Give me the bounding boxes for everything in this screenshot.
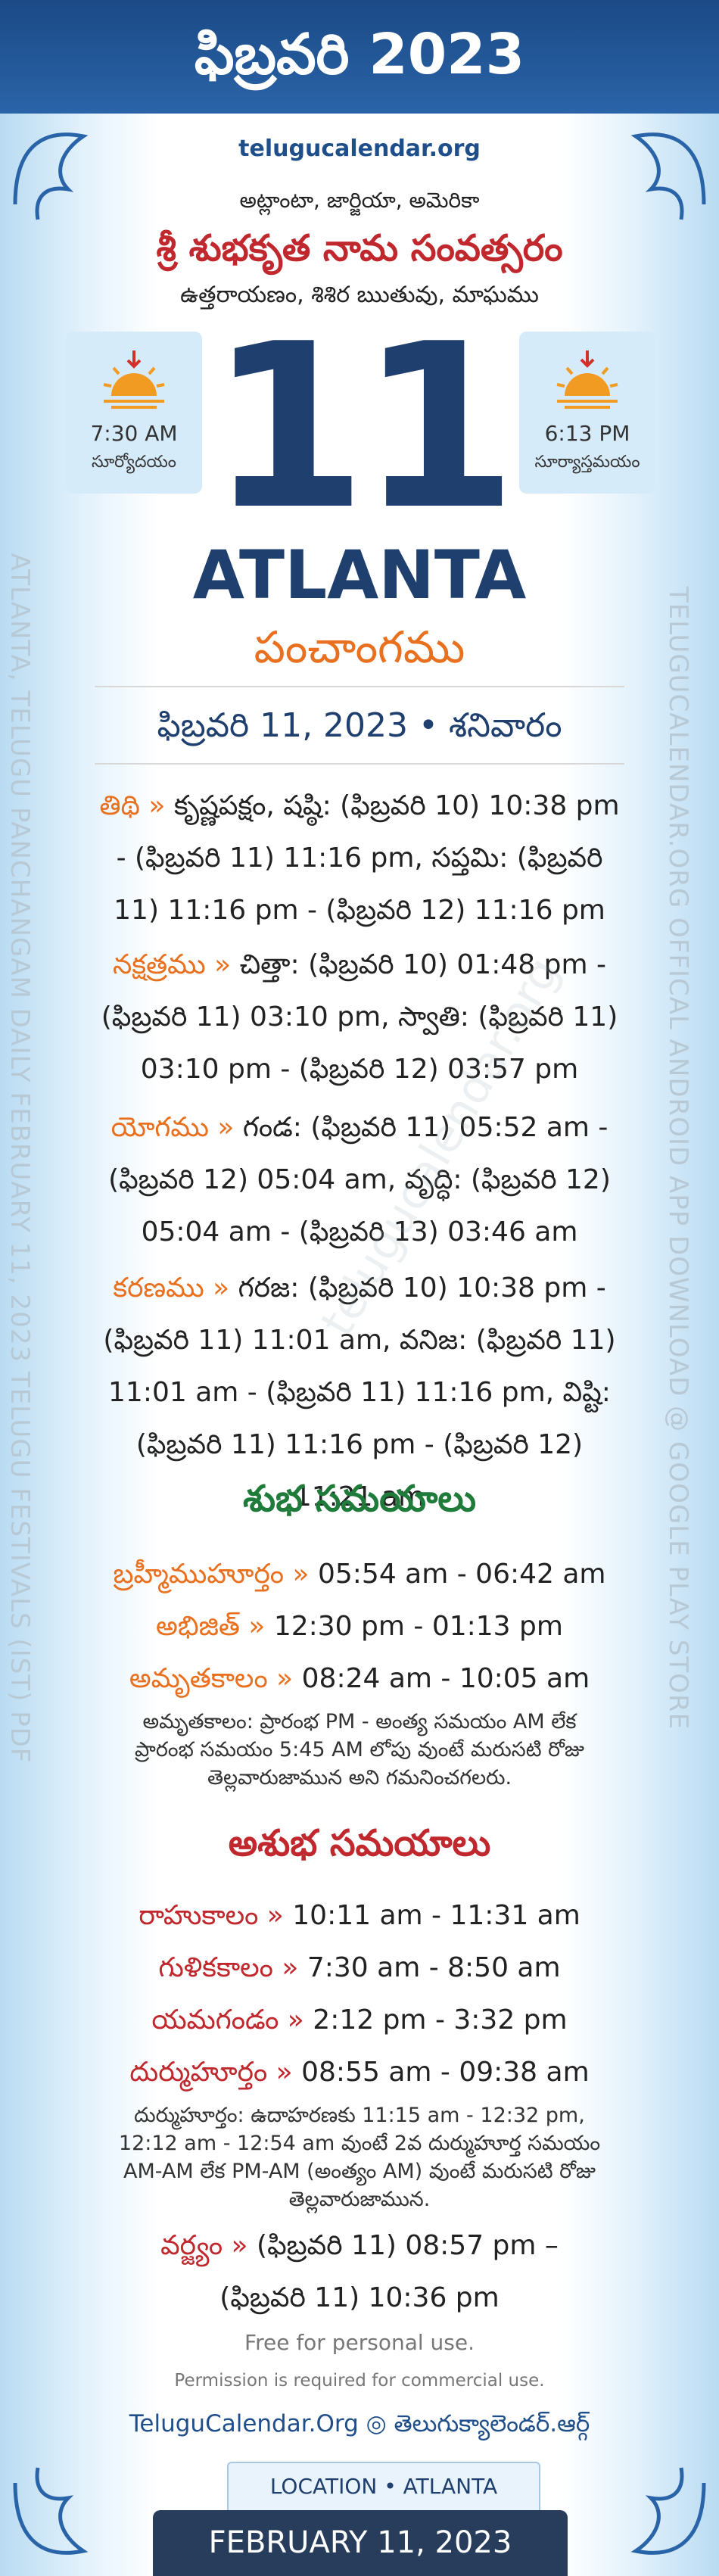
sunrise-label: సూర్యోదయం [92,453,176,472]
entry-text: 2:12 pm - 3:32 pm [313,2004,568,2036]
sunrise-icon [103,350,165,409]
entry-label: యమగండం » [151,2004,304,2036]
date-bar: FEBRUARY 11, 2023 [153,2510,568,2576]
sunrise-time: 7:30 AM [90,421,178,446]
entry-text: 10:11 am - 11:31 am [292,1900,580,1931]
entry-label: తిథి » [99,790,166,821]
ashubha-title: అశుభ సమయాలు [228,1822,491,1864]
entry-label: అమృతకాలం » [129,1663,294,1694]
entry-text: 7:30 am - 8:50 am [307,1952,561,1983]
permission-note: Permission is required for commercial us… [174,2371,545,2391]
ornaments [13,132,706,2555]
entry-label: వర్జ్యం » [160,2230,248,2261]
entry-label: దుర్ముహూర్తం » [129,2057,293,2088]
sunrise-box: 7:30 AM సూర్యోదయం [66,332,202,494]
day-number: 11 [209,295,517,559]
ashubha-item: యమగండం » 2:12 pm - 3:32 pm [95,1994,624,2046]
tithi: తిథి » కృష్ణపక్షం, షష్ఠి: (ఫిబ్రవరి 10) … [95,780,624,939]
ashubha-item: గుళికకాలం » 7:30 am - 8:50 am [95,1942,624,1994]
location-tab: LOCATION • ATLANTA [227,2462,540,2512]
month-title: ఫిబ్రవరి 2023 [194,22,525,87]
entry-label: కరణము » [113,1272,230,1304]
entry-text: 08:55 am - 09:38 am [301,2057,590,2088]
entry-text: 05:54 am - 06:42 am [317,1559,606,1590]
sunset-time: 6:13 PM [544,421,630,446]
nakshatram: నక్షత్రము » చిత్తా: (ఫిబ్రవరి 10) 01:48 … [95,939,624,1101]
entry-label: నక్షత్రము » [113,949,232,980]
side-text-left: ATLANTA, TELUGU PANCHANGAM DAILY FEBRUAR… [5,553,35,1764]
entry-text: కృష్ణపక్షం, షష్ఠి: (ఫిబ్రవరి 10) 10:38 p… [114,790,620,926]
entry-label: యోగము » [110,1112,235,1143]
season: ఉత్తరాయణం, శిశిర ఋతువు, మాఘము [180,282,539,308]
sunset-icon [556,350,618,409]
panchang-list: తిథి » కృష్ణపక్షం, షష్ఠి: (ఫిబ్రవరి 10) … [95,780,624,1523]
website-links: TeluguCalendar.Org ◎ తెలుగుక్యాలెండర్.ఆర… [129,2410,590,2437]
entry-text: (ఫిబ్రవరి 11) 08:57 pm – (ఫిబ్రవరి 11) 1… [219,2230,559,2313]
city: ATLANTA [192,536,527,614]
shubha-note: అమృతకాలం: ప్రారంభ PM - అంత్య సమయం AM లేక… [135,1710,584,1789]
entry-text: గండ: (ఫిబ్రవరి 11) 05:52 am - (ఫిబ్రవరి … [108,1112,611,1248]
website-pill[interactable]: telugucalendar.org [231,130,488,168]
divider [95,763,624,765]
shubha-list: బ్రహ్మీముహూర్తం » 05:54 am - 06:42 am అభ… [95,1548,624,1792]
entry-text: 12:30 pm - 01:13 pm [273,1611,563,1642]
sunset-label: సూర్యాస్తమయం [534,453,640,472]
ashubha-list: రాహుకాలం » 10:11 am - 11:31 am గుళికకాలం… [95,1889,624,2324]
side-text-right: TELUGUCALENDAR.ORG OFFICAL ANDROID APP D… [663,586,693,1730]
entry-text: 08:24 am - 10:05 am [301,1663,590,1694]
website-en[interactable]: TeluguCalendar.Org [129,2410,359,2437]
shubha-item: అభిజిత్ » 12:30 pm - 01:13 pm [95,1600,624,1652]
shubha-item: బ్రహ్మీముహూర్తం » 05:54 am - 06:42 am [95,1548,624,1600]
entry-text: చిత్తా: (ఫిబ్రవరి 10) 01:48 pm - (ఫిబ్రవ… [101,949,618,1085]
corner-swirls [13,132,706,2555]
free-note: Free for personal use. [244,2330,475,2355]
ashubha-note: దుర్ముహూర్తం: ఉదాహరణకు 11:15 am - 12:32 … [118,2104,601,2211]
karanam: కరణము » గరజ: (ఫిబ్రవరి 10) 10:38 pm - (ఫ… [95,1262,624,1523]
year-name: శ్రీ శుభకృత నామ సంవత్సరం [156,227,563,269]
ashubha-item: రాహుకాలం » 10:11 am - 11:31 am [95,1889,624,1942]
location: అట్లాంటా, జార్జియా, అమెరికా [239,188,480,213]
divider [95,686,624,687]
entry-label: గుళికకాలం » [158,1952,299,1983]
entry-label: బ్రహ్మీముహూర్తం » [113,1559,310,1590]
sunset-box: 6:13 PM సూర్యాస్తమయం [519,332,655,494]
yogam: యోగము » గండ: (ఫిబ్రవరి 11) 05:52 am - (ఫ… [95,1101,624,1262]
panchangam-title: పంచాంగము [254,621,465,673]
shubha-item: అమృతకాలం » 08:24 am - 10:05 am [95,1652,624,1705]
entry-text: గరజ: (ఫిబ్రవరి 10) 10:38 pm - (ఫిబ్రవరి … [103,1272,616,1512]
entry-label: అభిజిత్ » [156,1611,266,1642]
shubha-title: శుభ సమయాలు [243,1478,476,1520]
website-te[interactable]: తెలుగుక్యాలెండర్.ఆర్గ్ [394,2410,590,2437]
ashubha-item: దుర్ముహూర్తం » 08:55 am - 09:38 am [95,2046,624,2098]
header-bar [0,0,719,114]
entry-label: రాహుకాలం » [139,1900,284,1931]
varjyam: వర్జ్యం » (ఫిబ్రవరి 11) 08:57 pm – (ఫిబ్… [140,2219,579,2324]
date-line: ఫిబ్రవరి 11, 2023 • శనివారం [157,706,562,745]
